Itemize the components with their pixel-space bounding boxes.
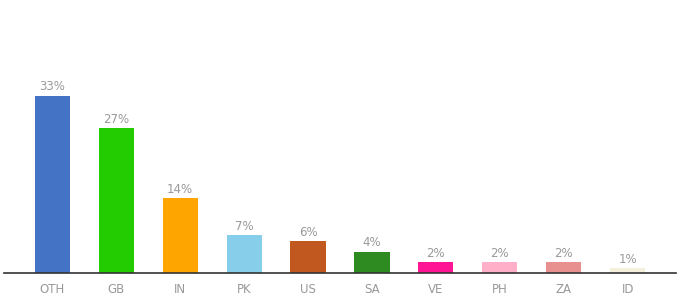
Bar — [163, 198, 198, 273]
Bar — [418, 262, 454, 273]
Text: 2%: 2% — [554, 247, 573, 260]
Text: 7%: 7% — [235, 220, 254, 233]
Bar — [482, 262, 517, 273]
Text: 2%: 2% — [426, 247, 445, 260]
Text: 4%: 4% — [362, 236, 381, 249]
Text: 14%: 14% — [167, 183, 193, 196]
Bar — [290, 241, 326, 273]
Bar — [610, 268, 645, 273]
Text: 33%: 33% — [39, 80, 65, 94]
Text: 2%: 2% — [490, 247, 509, 260]
Text: 27%: 27% — [103, 113, 129, 126]
Bar — [546, 262, 581, 273]
Text: 6%: 6% — [299, 226, 318, 239]
Bar — [99, 128, 134, 273]
Bar — [354, 252, 390, 273]
Text: 1%: 1% — [618, 253, 637, 266]
Bar — [35, 96, 70, 273]
Bar — [226, 236, 262, 273]
